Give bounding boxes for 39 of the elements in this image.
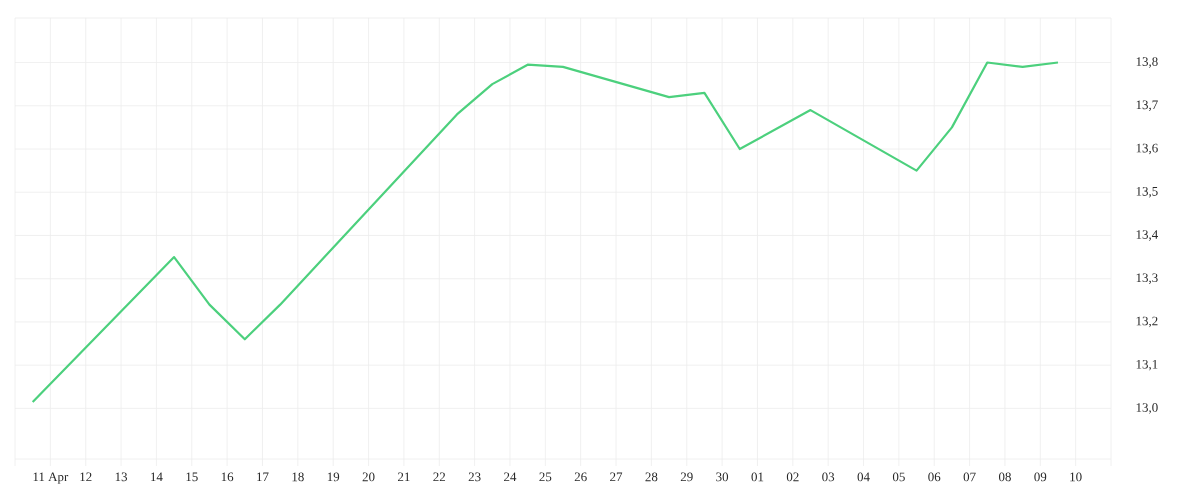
x-tick-label: 27 bbox=[610, 472, 623, 482]
x-tick-label: 06 bbox=[928, 472, 941, 482]
x-tick-label: 16 bbox=[221, 472, 234, 482]
x-tick-label: 30 bbox=[716, 472, 729, 482]
x-tick-label: 25 bbox=[539, 472, 552, 482]
x-tick-label: 20 bbox=[362, 472, 375, 482]
x-tick-label: 11 Apr bbox=[33, 472, 69, 484]
x-tick-label: 22 bbox=[433, 472, 446, 482]
x-tick-label: 21 bbox=[397, 472, 410, 482]
x-tick-label: 07 bbox=[963, 472, 976, 482]
y-tick-label: 13,7 bbox=[1136, 100, 1158, 112]
x-tick-label: 02 bbox=[786, 472, 799, 482]
x-tick-label: 29 bbox=[680, 472, 693, 482]
x-tick-label: 10 bbox=[1070, 472, 1082, 482]
x-tick-label: 26 bbox=[574, 472, 587, 482]
y-tick-label: 13,2 bbox=[1136, 316, 1158, 328]
x-tick-label: 04 bbox=[857, 472, 870, 482]
y-tick-label: 13,8 bbox=[1136, 57, 1158, 68]
x-tick-label: 28 bbox=[645, 472, 658, 482]
x-tick-label: 14 bbox=[151, 472, 163, 482]
x-tick-label: 01 bbox=[751, 472, 764, 482]
x-tick-label: 05 bbox=[892, 472, 905, 482]
y-tick-label: 13,1 bbox=[1136, 359, 1158, 371]
x-tick-label: 03 bbox=[822, 472, 835, 482]
x-tick-label: 19 bbox=[327, 472, 340, 482]
x-tick-label: 13 bbox=[115, 472, 128, 482]
x-tick-label: 15 bbox=[186, 472, 198, 482]
x-tick-label: 17 bbox=[257, 472, 269, 482]
y-tick-label: 13,0 bbox=[1136, 403, 1158, 414]
x-tick-label: 18 bbox=[292, 472, 304, 482]
y-tick-label: 13,3 bbox=[1136, 273, 1158, 284]
y-tick-label: 13,6 bbox=[1136, 143, 1158, 155]
x-tick-label: 23 bbox=[468, 472, 481, 482]
x-tick-label: 24 bbox=[504, 472, 517, 482]
y-tick-label: 13,4 bbox=[1136, 230, 1158, 241]
x-tick-label: 08 bbox=[998, 472, 1011, 482]
y-tick-label: 13,5 bbox=[1136, 186, 1158, 198]
x-tick-label: 09 bbox=[1034, 472, 1047, 482]
x-tick-label: 12 bbox=[80, 472, 92, 482]
